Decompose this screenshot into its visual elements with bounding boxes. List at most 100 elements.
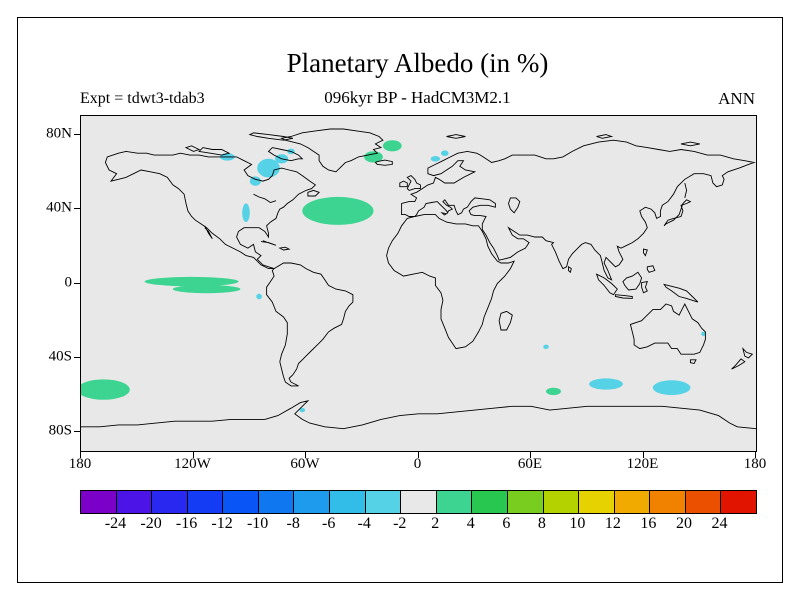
coastline-path (596, 134, 614, 139)
lat-tick-label: 40S (48, 348, 72, 365)
lat-tick-label: 40N (46, 199, 72, 216)
colorbar-tick-label: 10 (569, 515, 586, 532)
anomaly-region (652, 380, 691, 396)
lon-tick-mark (80, 452, 81, 458)
lon-tick-mark (417, 452, 419, 458)
coastline-path (663, 199, 692, 227)
anomaly-region (299, 407, 306, 413)
coastline-path (684, 182, 688, 199)
colorbar-segment (364, 491, 401, 513)
lon-tick-mark (192, 452, 194, 458)
coastline-path (253, 193, 277, 203)
lat-tick-label: 80S (48, 422, 72, 439)
lon-tick-label: 180 (743, 456, 767, 472)
anomaly-region (242, 203, 250, 223)
coastline-path (731, 358, 746, 370)
colorbar-segment (186, 491, 223, 513)
anomaly-region (144, 276, 239, 287)
anomaly-region (589, 378, 623, 390)
map-svg (81, 128, 756, 430)
coastline-path (742, 347, 754, 359)
coastline-path (267, 147, 304, 162)
colorbar-segment (649, 491, 685, 513)
colorbar-segment (471, 491, 507, 513)
colorbar (80, 490, 757, 514)
coastlines (81, 128, 756, 430)
coastline-path (374, 159, 393, 166)
coastline-path (278, 246, 291, 251)
lat-tick-label: 80N (46, 125, 72, 142)
coastline-path (260, 240, 277, 246)
coastline-path (622, 271, 643, 291)
colorbar-segment (293, 491, 330, 513)
experiment-label: Expt = tdwt3-tdab3 (80, 90, 205, 107)
coastline-path (81, 399, 756, 430)
colorbar-segment (151, 491, 187, 513)
lon-tick-label: 60E (517, 456, 543, 472)
anomaly-region (543, 344, 549, 349)
anomaly-region (701, 331, 706, 336)
lat-tick-label: 0 (64, 274, 73, 290)
colorbar-segment (115, 491, 152, 513)
coastline-path (386, 214, 515, 350)
coastline-path (568, 265, 572, 274)
colorbar-tick-label: 2 (431, 515, 440, 532)
lat-tick-mark (74, 356, 80, 358)
world-map (80, 115, 757, 452)
anomaly-region (249, 176, 261, 186)
anomaly-region (302, 196, 374, 225)
anomaly-region (172, 285, 241, 294)
colorbar-tick-label: -20 (140, 515, 162, 532)
colorbar-tick-label: 16 (640, 515, 657, 532)
colorbar-tick-label: 4 (466, 515, 475, 532)
colorbar-segment (542, 491, 579, 513)
coastline-path (689, 359, 697, 365)
lat-tick-mark (74, 282, 80, 284)
coastline-path (446, 134, 466, 139)
coastline-path (646, 265, 656, 273)
colorbar-tick-label: -12 (211, 515, 233, 532)
lon-tick-label: 60W (290, 456, 320, 472)
coastline-path (663, 283, 699, 303)
anomaly-region (256, 293, 262, 300)
coastline-path (680, 141, 700, 147)
anomaly-region (430, 156, 441, 162)
colorbar-tick-label: -10 (246, 515, 269, 532)
coastline-path (104, 150, 317, 270)
colorbar-segment (329, 491, 365, 513)
coastline-path (498, 310, 513, 331)
colorbar-segment (506, 491, 543, 513)
coastline-path (629, 303, 706, 355)
anomaly-region (81, 379, 130, 400)
colorbar-tick-label: 24 (711, 515, 728, 532)
coastline-path (184, 145, 201, 152)
colorbar-segment (257, 491, 294, 513)
coastline-path (401, 139, 756, 281)
coastline-path (248, 132, 293, 141)
colorbar-segment (222, 491, 258, 513)
colorbar-segment (435, 491, 472, 513)
lon-tick-label: 0 (413, 456, 422, 472)
coastline-path (406, 175, 421, 191)
lon-tick-label: 180 (68, 456, 92, 472)
lat-tick-mark (74, 431, 80, 433)
colorbar-segment (81, 491, 116, 513)
colorbar-tick-label: 20 (675, 515, 692, 532)
lat-tick-mark (74, 133, 80, 135)
coastline-path (440, 212, 448, 216)
colorbar-tick-label: -2 (393, 515, 407, 532)
coastline-path (266, 262, 354, 387)
lon-tick-mark (755, 452, 756, 458)
colorbar-segment (400, 491, 436, 513)
colorbar-tick-label: 6 (502, 515, 511, 532)
colorbar-tick-label: -16 (175, 515, 198, 532)
coastline-path (399, 180, 408, 188)
lon-tick-mark (305, 452, 306, 458)
colorbar-segment (720, 491, 756, 513)
coastline-path (641, 281, 648, 294)
coastline-path (595, 273, 618, 296)
coastline-path (280, 128, 384, 173)
lat-tick-mark (74, 208, 80, 210)
coastline-path (508, 197, 521, 214)
